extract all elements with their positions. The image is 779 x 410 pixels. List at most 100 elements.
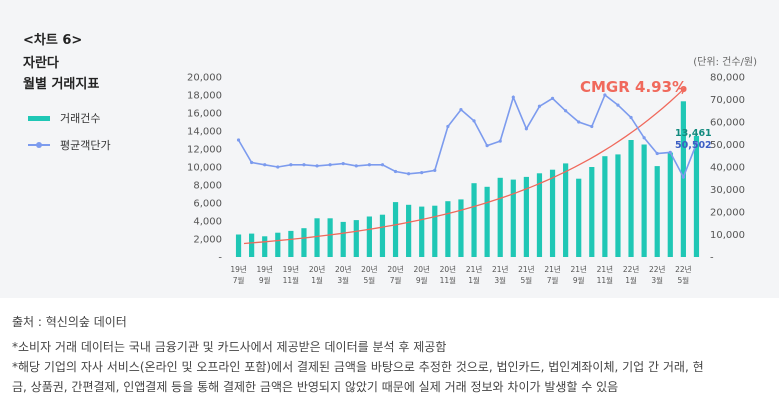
x-tick-label: 22년 <box>675 264 692 274</box>
line-point <box>328 163 332 167</box>
left-axis-tick-label: 8,000 <box>193 181 222 192</box>
bar <box>576 178 582 257</box>
line-point <box>250 160 254 165</box>
bar <box>667 152 673 257</box>
line-point <box>263 163 267 167</box>
last-bar-value-label: 13,461 <box>675 128 712 139</box>
x-tick-label: 3월 <box>337 275 349 285</box>
x-tick-label: 3월 <box>494 275 506 285</box>
legend-line-label: 평균객단가 <box>60 139 111 152</box>
left-axis-tick-label: 2,000 <box>193 235 222 246</box>
line-point <box>276 165 280 169</box>
x-tick-label: 21년 <box>570 264 587 274</box>
line-point <box>380 163 385 167</box>
right-axis-tick-label: 80,000 <box>710 73 745 84</box>
line-point <box>616 103 620 107</box>
line-point <box>603 93 607 97</box>
x-tick-label: 20년 <box>413 264 430 274</box>
line-point <box>590 124 594 129</box>
left-axis-tick-label: 6,000 <box>193 199 222 210</box>
line-point <box>407 172 411 176</box>
x-tick-label: 1월 <box>468 275 480 285</box>
bar <box>523 176 529 257</box>
right-axis-tick-label: 10,000 <box>710 230 745 241</box>
x-tick-label: 19년 <box>230 264 247 274</box>
footnote-2b: 금, 상품권, 간편결제, 인앱결제 등을 통해 결제한 금액은 반영되지 않았… <box>12 380 619 394</box>
x-tick-label: 9월 <box>573 275 585 285</box>
line-point <box>629 115 633 120</box>
company-name: 자란다 <box>23 56 59 71</box>
chart-number-label: <차트 6> <box>23 33 83 48</box>
x-tick-label: 20년 <box>309 264 326 274</box>
left-axis-tick-label: 20,000 <box>187 73 222 84</box>
x-tick-label: 19년 <box>283 264 300 274</box>
line-point <box>485 144 489 148</box>
left-axis-tick-label: 14,000 <box>187 127 222 138</box>
bar <box>615 154 621 257</box>
bar <box>458 199 464 257</box>
bar <box>602 156 608 257</box>
line-point <box>433 168 437 172</box>
line-point <box>341 162 345 166</box>
line-point <box>524 127 528 131</box>
bar <box>262 236 268 257</box>
footnote-2a: *해당 기업의 자사 서비스(온라인 및 오프라인 포함)에서 결제된 금액을 … <box>12 360 704 374</box>
x-tick-label: 5월 <box>678 275 690 285</box>
line-point <box>681 175 685 179</box>
x-tick-label: 20년 <box>440 264 457 274</box>
footnote-1: *소비자 거래 데이터는 국내 금융기관 및 카드사에서 제공받은 데이터를 분… <box>12 340 447 354</box>
line-point <box>511 95 515 99</box>
legend-bar-label: 거래건수 <box>60 112 101 125</box>
bar <box>340 221 346 257</box>
trend-arrowhead <box>677 86 687 95</box>
line-point <box>498 139 502 143</box>
bar <box>510 179 516 257</box>
left-axis-tick-label: 12,000 <box>187 145 222 156</box>
line-point <box>367 163 371 167</box>
trend-label: CMGR 4.93% <box>580 78 687 96</box>
x-tick-label: 20년 <box>387 264 404 274</box>
line-point <box>393 169 398 174</box>
x-tick-label: 11월 <box>283 275 300 285</box>
bar <box>484 186 490 257</box>
x-tick-label: 22년 <box>623 264 640 274</box>
bar <box>379 214 386 257</box>
line-point <box>459 108 463 112</box>
chart-panel <box>0 0 779 298</box>
x-tick-label: 7월 <box>547 275 559 285</box>
bar <box>563 163 569 257</box>
line-point <box>694 141 699 145</box>
line-point <box>564 109 568 113</box>
left-axis-tick-label: 16,000 <box>187 109 222 120</box>
bar <box>392 202 399 257</box>
bar <box>641 144 647 257</box>
x-tick-label: 9월 <box>259 275 271 285</box>
left-axis-tick-label: 10,000 <box>187 163 222 174</box>
x-tick-label: 22년 <box>649 264 666 274</box>
bar <box>445 201 451 257</box>
line-point <box>550 96 555 100</box>
line-point <box>446 124 450 129</box>
bar <box>549 169 556 257</box>
left-axis-tick-label: 4,000 <box>193 217 222 228</box>
line-point <box>236 138 241 142</box>
bar <box>301 228 307 257</box>
bar <box>497 177 503 257</box>
x-tick-label: 21년 <box>518 264 535 274</box>
bar <box>471 183 477 257</box>
bar <box>275 232 281 257</box>
line-point <box>577 120 581 124</box>
x-tick-label: 21년 <box>466 264 483 274</box>
x-tick-label: 7월 <box>233 275 245 285</box>
line-point <box>472 119 476 123</box>
line-point <box>537 104 542 108</box>
line-point <box>315 164 319 168</box>
line-point <box>289 163 293 167</box>
right-axis-tick-label: 60,000 <box>710 118 745 129</box>
chart-title: 월별 거래지표 <box>23 77 100 92</box>
x-tick-label: 21년 <box>544 264 561 274</box>
bar <box>406 204 412 257</box>
bar <box>288 230 294 257</box>
trend-line <box>243 87 686 245</box>
left-axis-tick-label: 18,000 <box>187 91 222 102</box>
